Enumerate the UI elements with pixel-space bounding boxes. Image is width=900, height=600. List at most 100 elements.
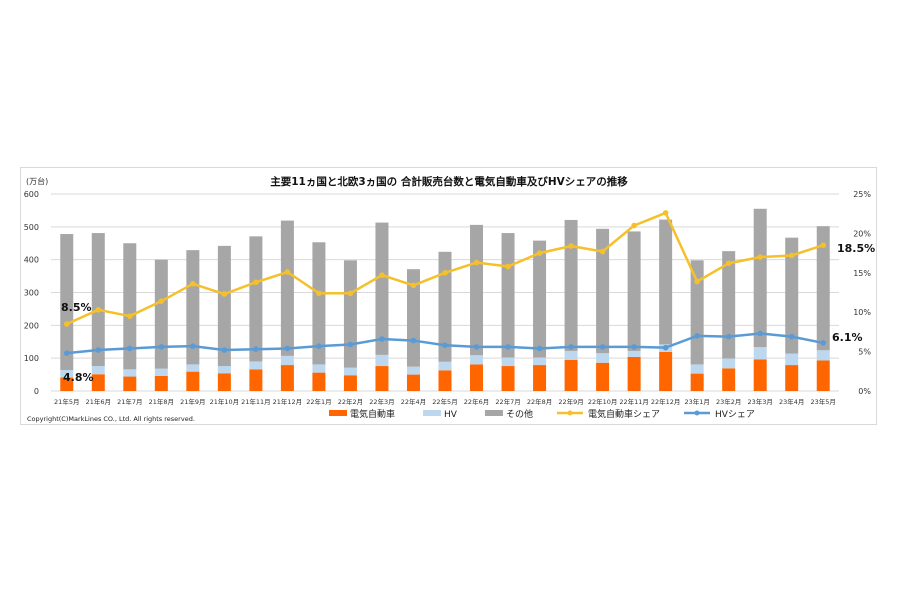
ev-share-point: [347, 290, 354, 297]
x-tick-label: 22年4月: [401, 397, 426, 406]
x-tick-label: 23年4月: [779, 397, 804, 406]
hv-share-point: [473, 344, 480, 350]
bar-segment-other: [722, 251, 736, 359]
bar-segment-other: [60, 234, 74, 370]
bar-segment-ev: [123, 376, 137, 391]
annotation-ev-share-end: 18.5%: [837, 242, 875, 255]
bar-segment-ev: [154, 375, 168, 391]
annotation-ev-share-start: 8.5%: [61, 301, 92, 314]
bar-segment-ev: [249, 369, 263, 391]
bar-segment-other: [123, 243, 137, 370]
bar-segment-ev: [280, 365, 294, 391]
legend-label: その他: [506, 408, 533, 420]
ev-share-point: [536, 250, 543, 256]
bar-segment-other: [312, 242, 326, 365]
hv-share-point: [599, 344, 606, 350]
bar-segment-hv: [375, 354, 389, 367]
bar-segment-ev: [816, 360, 830, 391]
hv-share-point: [757, 330, 763, 337]
bar-segment-ev: [564, 359, 578, 391]
bar-segment-other: [596, 228, 610, 354]
hv-share-point: [347, 341, 354, 348]
bar-segment-hv: [123, 369, 137, 377]
bar-segment-other: [375, 222, 389, 355]
ev-share-point: [221, 291, 228, 297]
bar-segment-ev: [470, 364, 484, 391]
bar-segment-hv: [753, 347, 767, 360]
legend: 電気自動車 HV その他 電気自動車シェア HVシェア: [329, 408, 755, 420]
bar-segment-other: [753, 208, 767, 348]
y-tick-label: 500: [24, 223, 39, 232]
x-tick-label: 21年9月: [180, 397, 205, 406]
chart-container: (万台) 主要11ヵ国と北欧3ヵ国の 合計販売台数と電気自動車及びHVシェアの推…: [20, 167, 877, 425]
hv-share-point: [63, 350, 70, 356]
bar-segment-hv: [60, 369, 74, 378]
y-tick-label: 100: [24, 354, 39, 363]
bar-segment-ev: [596, 362, 610, 391]
bar-segment-ev: [533, 365, 547, 391]
bar-segment-ev: [627, 356, 641, 391]
bar-segment-other: [154, 259, 168, 369]
hv-share-point: [442, 342, 448, 349]
ev-share-point: [284, 269, 291, 275]
legend-label: HV: [444, 410, 458, 420]
bar-segment-other: [659, 219, 673, 345]
legend-marker: [567, 410, 573, 416]
ev-share-point: [694, 278, 700, 285]
x-tick-label: 22年6月: [464, 397, 489, 406]
x-tick-label: 22年12月: [651, 397, 681, 406]
ev-share-point: [127, 313, 133, 319]
x-tick-label: 21年8月: [149, 397, 174, 406]
bar-segment-ev: [690, 373, 704, 391]
x-tick-label: 21年5月: [54, 397, 79, 406]
y2-tick-label: 10%: [853, 308, 871, 317]
x-tick-label: 23年1月: [684, 397, 709, 406]
y-tick-label: 0: [34, 387, 39, 396]
x-tick-label: 22年11月: [619, 397, 649, 406]
y2-tick-label: 15%: [853, 269, 871, 278]
bar-segment-hv: [217, 366, 231, 374]
bar-segment-other: [186, 250, 200, 365]
legend-label: 電気自動車シェア: [588, 408, 660, 420]
legend-swatch: [484, 410, 503, 416]
bar-segment-other: [470, 224, 484, 356]
bar-segment-ev: [753, 359, 767, 391]
bar-segment-other: [627, 231, 641, 351]
x-tick-label: 22年5月: [432, 397, 457, 406]
bar-segment-hv: [722, 358, 736, 369]
ev-share-point: [725, 260, 732, 267]
hv-share-point: [820, 340, 827, 346]
x-tick-label: 22年9月: [558, 397, 583, 406]
y-axis-unit-label: (万台): [26, 176, 48, 186]
ev-share-point: [788, 252, 795, 259]
bar-segment-hv: [406, 366, 420, 375]
y-tick-label: 400: [24, 256, 39, 265]
ev-share-point: [410, 282, 417, 289]
bar-segment-other: [564, 219, 578, 351]
bar-segment-other: [438, 251, 452, 362]
x-tick-label: 22年1月: [306, 397, 331, 406]
bar-segment-other: [280, 220, 294, 356]
hv-share-point: [379, 336, 385, 342]
y2-tick-label: 5%: [858, 348, 871, 357]
ev-share-point: [599, 248, 606, 255]
x-tick-label: 23年3月: [747, 397, 772, 406]
bar-segment-hv: [564, 350, 578, 360]
x-tick-label: 22年3月: [369, 397, 394, 406]
ev-share-point: [316, 290, 322, 297]
hv-share-point: [536, 345, 543, 352]
bar-segment-other: [785, 237, 799, 354]
ev-share-point: [473, 259, 480, 266]
hv-share-point: [694, 333, 700, 339]
ev-share-point: [662, 210, 669, 216]
legend-label: HVシェア: [715, 410, 755, 420]
combo-chart: (万台) 主要11ヵ国と北欧3ヵ国の 合計販売台数と電気自動車及びHVシェアの推…: [24, 175, 875, 423]
x-tick-label: 23年5月: [811, 397, 836, 406]
bar-segment-ev: [312, 372, 326, 391]
bar-segment-hv: [596, 353, 610, 363]
bar-segment-hv: [186, 364, 200, 372]
legend-swatch: [423, 410, 442, 416]
bar-segment-hv: [533, 357, 547, 366]
ev-share-point: [820, 242, 827, 249]
bar-segment-hv: [249, 361, 263, 370]
